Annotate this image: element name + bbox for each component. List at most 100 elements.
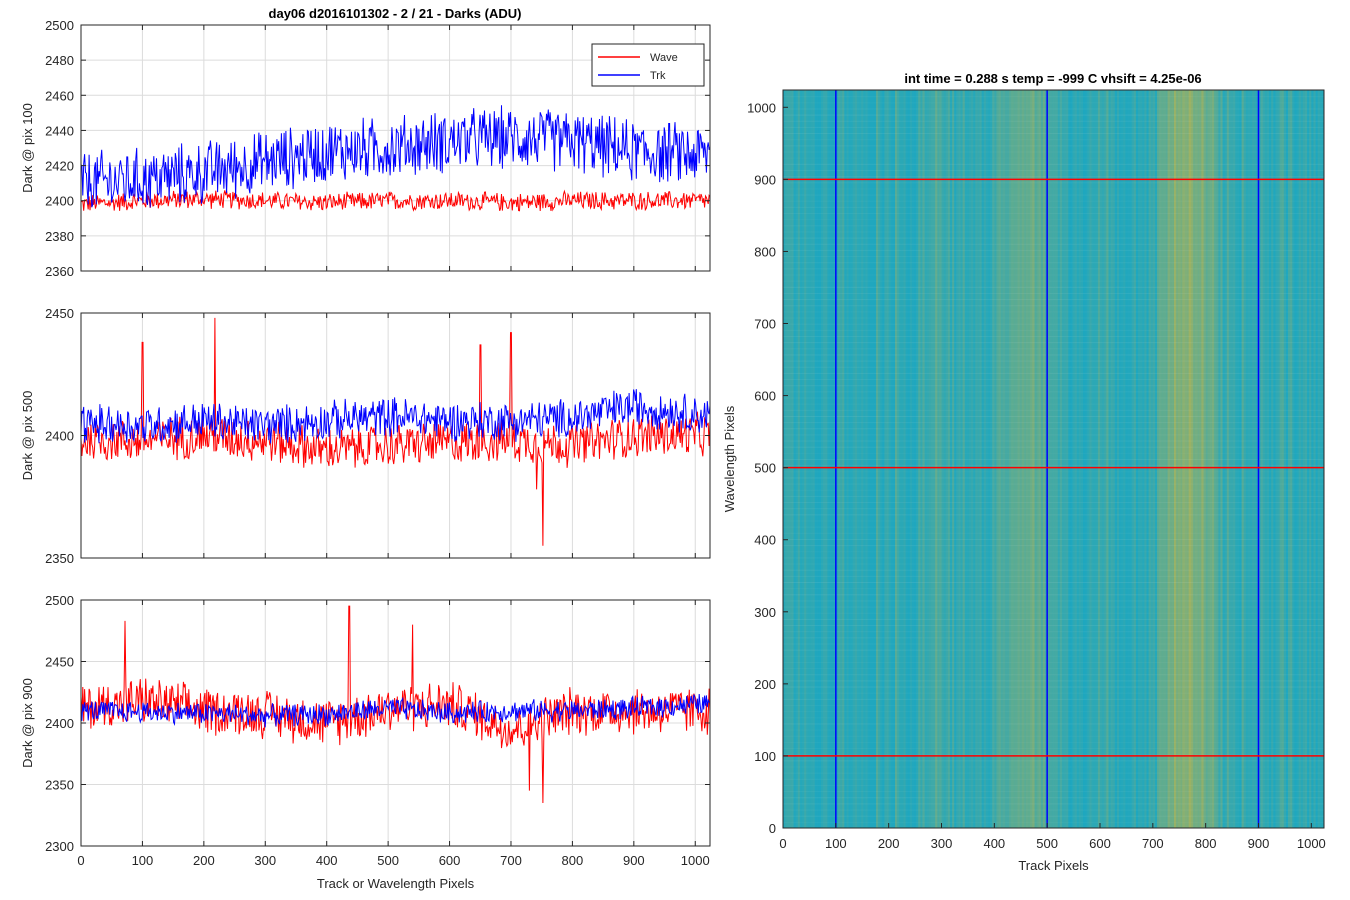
- heatmap-column: [1243, 90, 1247, 828]
- heatmap-column: [880, 90, 883, 828]
- heatmap-column: [1205, 90, 1209, 828]
- heatmap-column: [1085, 90, 1088, 828]
- y-tick-label: 2480: [45, 53, 74, 68]
- heatmap-title: int time = 0.288 s temp = -999 C vhsift …: [904, 71, 1201, 86]
- heatmap-column: [1203, 90, 1206, 828]
- heatmap-column: [987, 90, 991, 828]
- legend-trk-label: Trk: [650, 70, 666, 82]
- heatmap-column: [935, 90, 938, 828]
- heatmap-column: [1288, 90, 1291, 828]
- heatmap-row-texture: [783, 502, 1324, 504]
- heatmap-row-texture: [783, 231, 1324, 233]
- heatmap-column: [1034, 90, 1037, 828]
- heatmap-column: [1321, 90, 1325, 828]
- heatmap-column: [799, 90, 803, 828]
- heatmap-column: [1152, 90, 1156, 828]
- heatmap-column: [823, 90, 826, 828]
- heatmap-column: [1150, 90, 1154, 828]
- heatmap-row-texture: [783, 415, 1324, 417]
- x-tick-label: 500: [377, 853, 399, 868]
- heatmap-column: [1161, 90, 1164, 828]
- heatmap-column: [787, 90, 790, 828]
- heatmap-column: [1091, 90, 1094, 828]
- heatmap-column: [1057, 90, 1061, 828]
- heatmap-row-texture: [783, 575, 1324, 577]
- heatmap-row-texture: [783, 557, 1324, 559]
- heatmap-row-texture: [783, 379, 1324, 381]
- heatmap-column: [1186, 90, 1190, 828]
- heatmap-column: [960, 90, 963, 828]
- heatmap-column: [992, 90, 995, 828]
- heatmap-row-texture: [783, 243, 1324, 245]
- heatmap-column: [1051, 90, 1054, 828]
- heatmap-column: [1247, 90, 1251, 828]
- heatmap-row-texture: [783, 96, 1324, 98]
- heatmap-row-texture: [783, 526, 1324, 528]
- heatmap-column: [1129, 90, 1132, 828]
- heatmap-column: [1199, 90, 1202, 828]
- heatmap-row-texture: [783, 219, 1324, 220]
- series-line-wave: [81, 189, 710, 212]
- heatmap-column: [1184, 90, 1187, 828]
- heatmap-row-texture: [783, 176, 1324, 178]
- heatmap-column: [865, 90, 868, 828]
- heatmap-column: [1036, 90, 1039, 828]
- heatmap-column: [878, 90, 881, 828]
- legend-box: [591, 43, 705, 87]
- heatmap-column: [827, 90, 830, 828]
- heatmap-row-texture: [783, 532, 1324, 534]
- heatmap-row-texture: [783, 397, 1324, 399]
- heatmap-column: [1148, 90, 1152, 828]
- heatmap-row-texture: [783, 649, 1324, 651]
- heatmap-column: [802, 90, 805, 828]
- heatmap-frame: [782, 89, 1325, 829]
- heatmap-column: [863, 90, 866, 828]
- heatmap-row-texture: [783, 569, 1324, 571]
- heatmap-column: [1319, 90, 1323, 828]
- heatmap-column: [1119, 90, 1122, 828]
- heatmap-row-texture: [783, 280, 1324, 282]
- x-axis-label: Track Pixels: [1018, 858, 1089, 873]
- y-tick-label: 2400: [45, 194, 74, 209]
- heatmap-row-texture: [783, 742, 1324, 743]
- heatmap-column: [835, 90, 839, 828]
- x-tick-label: 600: [439, 853, 461, 868]
- heatmap-column: [859, 90, 862, 828]
- heatmap-column: [1089, 90, 1092, 828]
- heatmap-column: [1277, 90, 1280, 828]
- x-tick-label: 900: [623, 853, 645, 868]
- heatmap-column: [1076, 90, 1080, 828]
- heatmap-column: [996, 90, 999, 828]
- heatmap-row-texture: [783, 348, 1324, 350]
- heatmap-row-texture: [783, 268, 1324, 270]
- heatmap-column: [924, 90, 927, 828]
- heatmap-column: [821, 90, 824, 828]
- heatmap-column: [871, 90, 875, 828]
- heatmap-column: [1235, 90, 1238, 828]
- heatmap-column: [971, 90, 974, 828]
- heatmap-row-texture: [783, 748, 1324, 750]
- x-tick-label: 200: [878, 836, 900, 851]
- y-tick-label: 400: [754, 533, 776, 548]
- heatmap-row-texture: [783, 637, 1324, 639]
- heatmap-column: [937, 90, 940, 828]
- heatmap-column: [1146, 90, 1149, 828]
- heatmap-column: [1108, 90, 1111, 828]
- x-tick-label: 600: [1089, 836, 1111, 851]
- x-tick-label: 200: [193, 853, 215, 868]
- legend-wave-label: Wave: [650, 52, 678, 64]
- heatmap-column: [1038, 90, 1042, 828]
- heatmap-column: [945, 90, 949, 828]
- heatmap-column: [1311, 90, 1314, 828]
- heatmap-column: [1131, 90, 1135, 828]
- heatmap-row-texture: [783, 120, 1324, 122]
- heatmap-column: [1269, 90, 1272, 828]
- x-axis-label: Track or Wavelength Pixels: [317, 876, 475, 891]
- heatmap-column: [958, 90, 961, 828]
- heatmap-column: [1294, 90, 1297, 828]
- heatmap-column: [1070, 90, 1073, 828]
- heatmap-column: [1007, 90, 1010, 828]
- heatmap-column: [1245, 90, 1249, 828]
- heatmap-column: [840, 90, 843, 828]
- heatmap-row-texture: [783, 262, 1324, 264]
